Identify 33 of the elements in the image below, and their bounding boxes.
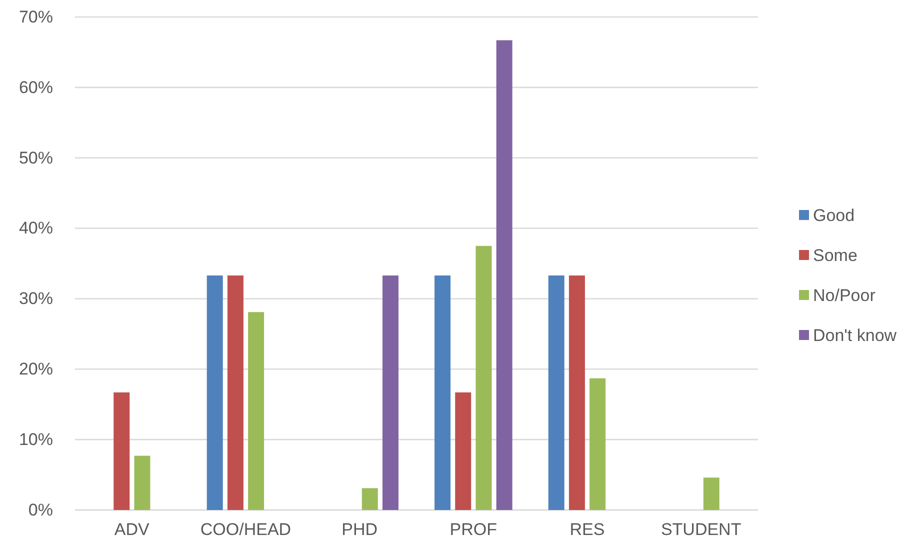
x-tick-label: ADV [114,520,150,540]
bar [496,40,512,510]
bar [455,392,472,510]
bar [434,275,451,510]
x-tick-label: PROF [450,520,498,540]
x-tick-label: RES [570,520,605,540]
bar [590,378,606,510]
legend-label: Good [813,206,855,225]
bar [382,275,398,510]
bar [703,478,720,510]
bar [227,275,244,510]
y-tick-label: 10% [18,430,53,450]
y-tick-label: 70% [18,7,53,26]
x-tick-label: STUDENT [660,520,742,540]
y-tick-label: 30% [18,289,53,308]
bar [362,488,378,510]
bar [206,275,223,510]
legend-label: Don't know [813,326,898,345]
legend-label: Some [813,246,858,265]
bar [476,246,492,510]
y-tick-label: 50% [18,148,53,168]
bar [134,456,150,510]
y-tick-label: 60% [18,78,53,97]
bar [548,275,564,510]
x-tick-label: COO/HEAD [200,520,292,540]
legend-label: No/Poor [813,286,876,305]
y-tick-label: 20% [18,360,53,379]
bar [248,312,264,510]
x-tick-label: PHD [342,520,378,540]
y-tick-label: 40% [18,218,53,238]
bar [568,275,585,510]
y-tick-label: 0% [28,500,53,520]
bar [114,392,130,510]
